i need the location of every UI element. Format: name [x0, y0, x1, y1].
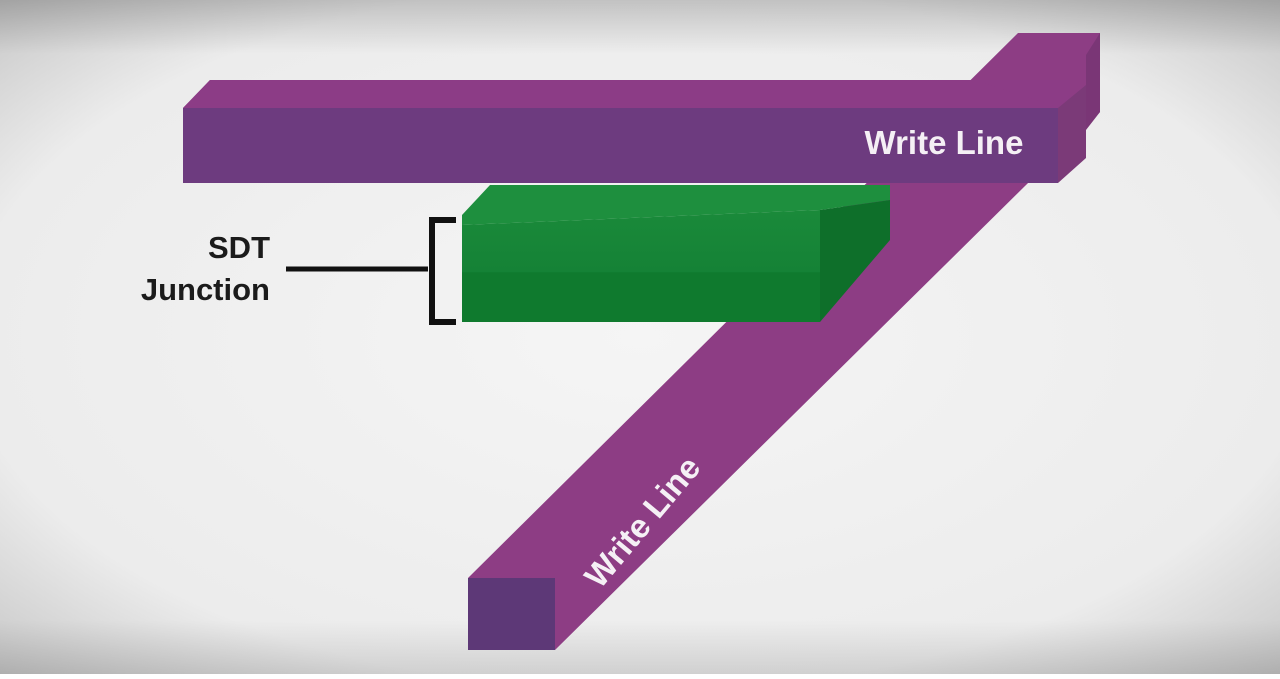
top-write-line-label: Write Line: [865, 124, 1024, 161]
junction-side-face: [820, 200, 890, 322]
junction-front-face: [462, 210, 820, 322]
top-write-line-front-face: [183, 108, 1058, 183]
top-write-line: [183, 80, 1086, 183]
sdt-junction-block: [462, 185, 890, 322]
junction-top-face: [462, 185, 890, 225]
junction-bracket: [429, 217, 456, 325]
diagonal-write-line-top-face: [468, 33, 1100, 650]
top-write-line-top-face-main: [183, 80, 1060, 108]
diagonal-write-line-right-face: [1086, 33, 1100, 130]
top-write-line-end-face: [1058, 85, 1086, 183]
junction-label-line1: SDT: [208, 230, 270, 265]
diagonal-write-line-end-face: [468, 578, 555, 650]
junction-label-line2: Junction: [141, 272, 270, 307]
diagonal-write-line: [468, 33, 1100, 650]
